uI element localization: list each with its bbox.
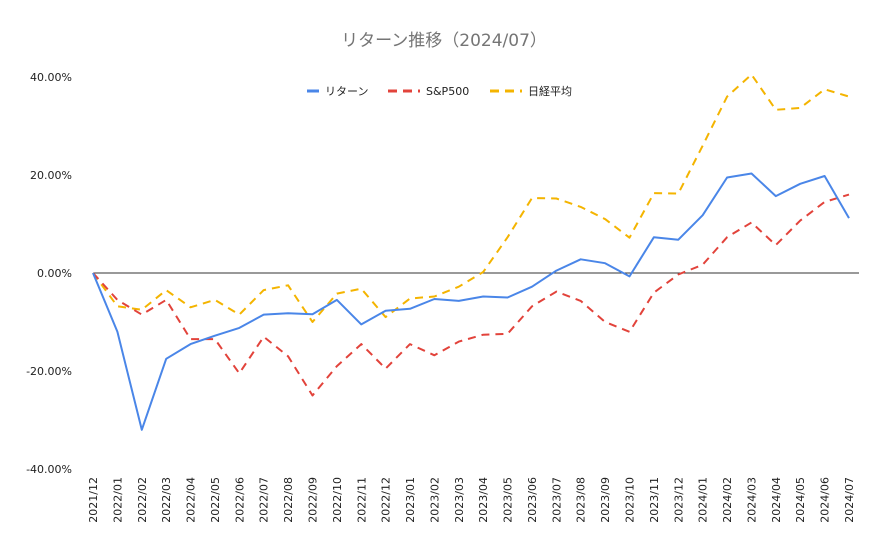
- x-tick-label: 2023/07: [550, 477, 563, 523]
- y-tick-label: -20.00%: [26, 365, 72, 378]
- x-tick-label: 2022/09: [306, 477, 319, 523]
- y-tick-label: 20.00%: [30, 169, 72, 182]
- x-tick-label: 2024/07: [843, 477, 856, 523]
- series-line: [92, 172, 850, 431]
- x-tick-label: 2024/01: [697, 477, 710, 523]
- x-tick-label: 2022/05: [209, 477, 222, 523]
- x-tick-label: 2022/12: [380, 477, 393, 523]
- y-tick-label: 0.00%: [37, 267, 72, 280]
- x-tick-label: 2023/03: [453, 477, 466, 523]
- x-tick-label: 2022/02: [136, 477, 149, 523]
- x-tick-label: 2022/06: [233, 477, 246, 523]
- x-tick-label: 2023/10: [624, 477, 637, 523]
- series-line: [92, 193, 850, 397]
- x-tick-label: 2023/04: [477, 477, 490, 523]
- x-tick-label: 2023/05: [502, 477, 515, 523]
- legend-label: 日経平均: [528, 85, 572, 98]
- x-tick-label: 2024/05: [794, 477, 807, 523]
- x-tick-label: 2023/11: [648, 477, 661, 523]
- y-axis-ticks: -40.00% -20.00% 0.00% 20.00% 40.00%: [26, 71, 72, 476]
- x-tick-label: 2021/12: [87, 477, 100, 523]
- x-tick-label: 2022/07: [258, 477, 271, 523]
- x-tick-label: 2023/12: [672, 477, 685, 523]
- x-tick-label: 2024/02: [721, 477, 734, 523]
- x-tick-label: 2022/10: [331, 477, 344, 523]
- x-tick-label: 2022/08: [282, 477, 295, 523]
- chart-title: リターン推移（2024/07）: [341, 31, 547, 51]
- y-tick-label: -40.00%: [26, 463, 72, 476]
- y-tick-label: 40.00%: [30, 71, 72, 84]
- x-tick-label: 2023/08: [575, 477, 588, 523]
- x-axis-ticks: 2021/12 2022/01 2022/02 2022/03 2022/04 2022/…: [87, 477, 856, 523]
- x-tick-label: 2022/04: [185, 477, 198, 523]
- x-tick-label: 2023/06: [526, 477, 539, 523]
- series-lines: [92, 73, 850, 431]
- x-tick-label: 2024/04: [770, 477, 783, 523]
- x-tick-label: 2022/11: [355, 477, 368, 523]
- x-tick-label: 2023/01: [404, 477, 417, 523]
- legend-label: S&P500: [426, 85, 469, 98]
- legend: リターン S&P500 日経平均: [307, 85, 572, 98]
- series-line: [92, 73, 850, 323]
- legend-label: リターン: [325, 85, 368, 98]
- x-tick-label: 2024/03: [745, 477, 758, 523]
- x-tick-label: 2022/01: [111, 477, 124, 523]
- x-tick-label: 2022/03: [160, 477, 173, 523]
- x-tick-label: 2023/09: [599, 477, 612, 523]
- x-tick-label: 2024/06: [819, 477, 832, 523]
- x-tick-label: 2023/02: [428, 477, 441, 523]
